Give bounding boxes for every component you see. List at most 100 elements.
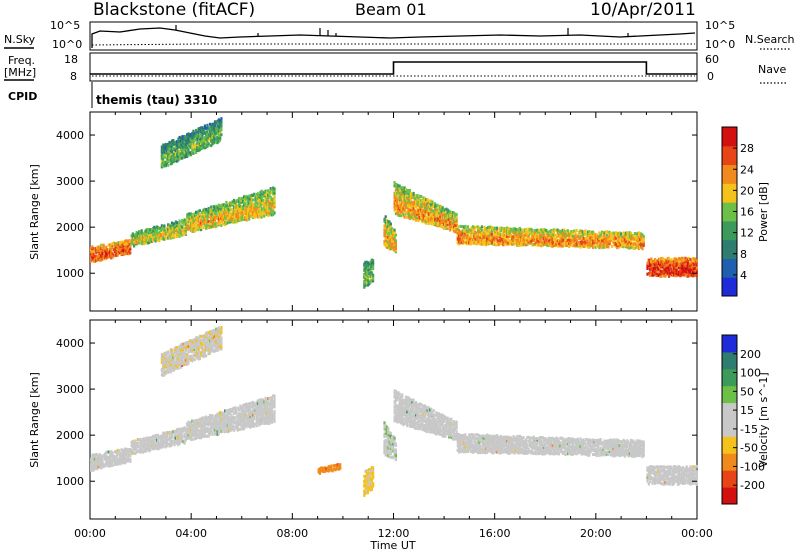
data-cell bbox=[235, 220, 238, 224]
data-cell bbox=[411, 210, 414, 214]
data-cell bbox=[397, 196, 400, 200]
data-cell bbox=[627, 240, 630, 243]
data-cell bbox=[211, 212, 214, 216]
data-cell bbox=[618, 244, 621, 248]
data-cell bbox=[244, 407, 247, 411]
data-cell bbox=[507, 242, 510, 246]
data-cell bbox=[110, 461, 113, 465]
data-cell bbox=[189, 223, 193, 227]
data-cell bbox=[117, 243, 120, 247]
data-cell bbox=[417, 200, 420, 204]
data-cell bbox=[136, 438, 139, 441]
data-cell bbox=[174, 145, 177, 149]
data-cell bbox=[158, 236, 161, 240]
data-cell bbox=[183, 147, 186, 151]
data-cell bbox=[666, 261, 669, 265]
data-cell bbox=[153, 237, 156, 241]
data-cell bbox=[501, 233, 504, 237]
data-cell bbox=[259, 412, 262, 416]
data-cell bbox=[575, 240, 578, 244]
data-cell bbox=[527, 240, 530, 244]
data-cell bbox=[545, 229, 548, 233]
data-cell bbox=[646, 264, 649, 268]
data-cell bbox=[189, 228, 193, 232]
data-cell bbox=[268, 413, 271, 417]
data-cell bbox=[245, 206, 248, 210]
data-cell bbox=[235, 408, 238, 412]
data-cell bbox=[205, 133, 208, 137]
data-cell bbox=[435, 206, 438, 210]
data-cell bbox=[224, 208, 227, 212]
data-cell bbox=[630, 231, 633, 235]
data-cell bbox=[435, 209, 438, 212]
data-cell bbox=[253, 424, 256, 428]
data-cell bbox=[666, 270, 669, 274]
data-cell bbox=[396, 199, 399, 203]
data-cell bbox=[203, 221, 206, 224]
data-cell bbox=[446, 222, 449, 226]
data-cell bbox=[434, 204, 437, 208]
data-cell bbox=[153, 445, 156, 449]
data-cell bbox=[583, 242, 586, 246]
data-cell bbox=[589, 231, 592, 235]
data-cell bbox=[169, 148, 172, 152]
data-cell bbox=[176, 147, 179, 151]
data-cell bbox=[133, 447, 136, 451]
data-cell bbox=[624, 235, 628, 239]
data-cell bbox=[537, 229, 540, 233]
data-cell bbox=[177, 351, 180, 355]
data-cell bbox=[116, 451, 119, 455]
data-cell bbox=[456, 225, 459, 229]
colorbar-tick-label: 12 bbox=[740, 227, 754, 240]
data-cell bbox=[239, 206, 242, 210]
data-cell bbox=[106, 252, 109, 256]
data-cell bbox=[364, 274, 367, 278]
data-cell bbox=[140, 442, 143, 446]
data-cell bbox=[152, 439, 155, 443]
data-cell bbox=[211, 425, 214, 429]
data-cell bbox=[183, 220, 186, 224]
data-cell bbox=[167, 154, 170, 158]
data-cell bbox=[159, 441, 162, 445]
data-cell bbox=[364, 280, 367, 284]
data-cell bbox=[210, 124, 213, 128]
data-cell bbox=[636, 232, 639, 236]
data-cell bbox=[458, 238, 461, 242]
data-cell bbox=[248, 417, 251, 421]
data-cell bbox=[167, 364, 170, 368]
data-cell bbox=[114, 459, 117, 463]
data-cell bbox=[191, 429, 194, 432]
data-cell bbox=[660, 256, 663, 260]
data-cell bbox=[163, 368, 166, 372]
data-cell bbox=[157, 231, 160, 235]
data-cell bbox=[205, 226, 208, 230]
data-cell bbox=[159, 234, 162, 238]
data-cell bbox=[167, 367, 170, 371]
nave-label: Nave bbox=[758, 63, 786, 76]
data-cell bbox=[191, 139, 194, 143]
data-cell bbox=[675, 263, 678, 267]
data-cell bbox=[210, 429, 213, 433]
data-cell bbox=[404, 198, 408, 202]
data-cell bbox=[660, 265, 663, 269]
data-cell bbox=[673, 264, 676, 268]
data-cell bbox=[664, 258, 667, 262]
data-cell bbox=[183, 218, 186, 222]
data-cell bbox=[202, 430, 205, 434]
data-cell bbox=[195, 131, 198, 135]
data-cell bbox=[594, 233, 597, 237]
data-cell bbox=[446, 208, 449, 212]
data-cell bbox=[210, 334, 213, 337]
data-cell bbox=[520, 228, 523, 232]
data-cell bbox=[205, 135, 208, 139]
data-cell bbox=[501, 226, 504, 230]
data-cell bbox=[238, 408, 241, 412]
data-cell bbox=[397, 207, 400, 211]
data-cell bbox=[120, 241, 123, 245]
data-cell bbox=[664, 274, 667, 278]
data-cell bbox=[528, 241, 531, 245]
data-cell bbox=[172, 352, 175, 355]
colorbar-tick-label: 24 bbox=[740, 163, 754, 176]
data-cell bbox=[106, 248, 109, 252]
